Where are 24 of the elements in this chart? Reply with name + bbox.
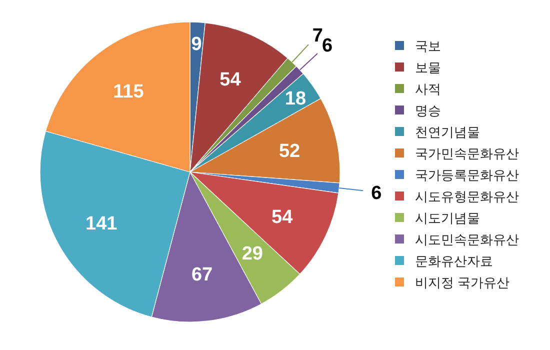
legend-label: 국가등록문화유산 [415,168,519,182]
data-label: 54 [272,206,294,228]
data-label: 7 [312,26,323,47]
legend-label: 사적 [415,82,441,96]
legend-label: 보물 [415,60,441,75]
data-label: 52 [278,140,300,162]
data-label: 67 [191,264,213,286]
data-label: 9 [191,34,202,56]
data-label: 6 [371,183,382,204]
data-label: 18 [284,88,306,110]
legend-label: 시도기념물 [415,210,480,226]
data-label: 141 [86,214,118,234]
legend-label: 국보 [415,38,441,54]
data-label: 6 [322,35,333,56]
data-label: 54 [220,69,242,90]
legend-label: 국가민속문화유산 [415,146,519,161]
legend-label: 문화유산자료 [415,254,493,268]
data-label: 115 [113,82,144,103]
legend-label: 시도민속문화유산 [415,232,519,247]
data-label: 29 [242,244,264,265]
legend-label: 명승 [415,103,441,118]
legend-label: 시도유형문화유산 [415,189,519,204]
legend-label: 천연기념물 [415,124,480,140]
legend-label: 비지정 국가유산 [415,275,510,290]
